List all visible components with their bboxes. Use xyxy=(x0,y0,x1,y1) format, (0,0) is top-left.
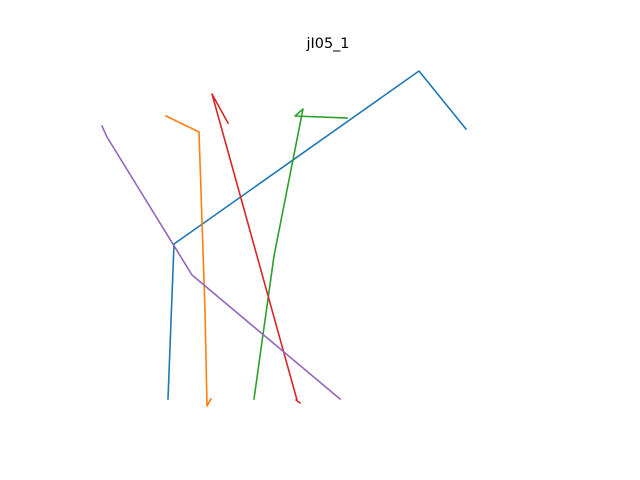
plot-area xyxy=(100,70,468,407)
series-line-4 xyxy=(211,93,302,405)
series-line-3 xyxy=(253,108,348,400)
series-line-1 xyxy=(167,70,468,400)
series-line-2 xyxy=(164,114,213,407)
chart-title: jI05_1 xyxy=(306,36,350,52)
series-line-5 xyxy=(100,124,342,401)
